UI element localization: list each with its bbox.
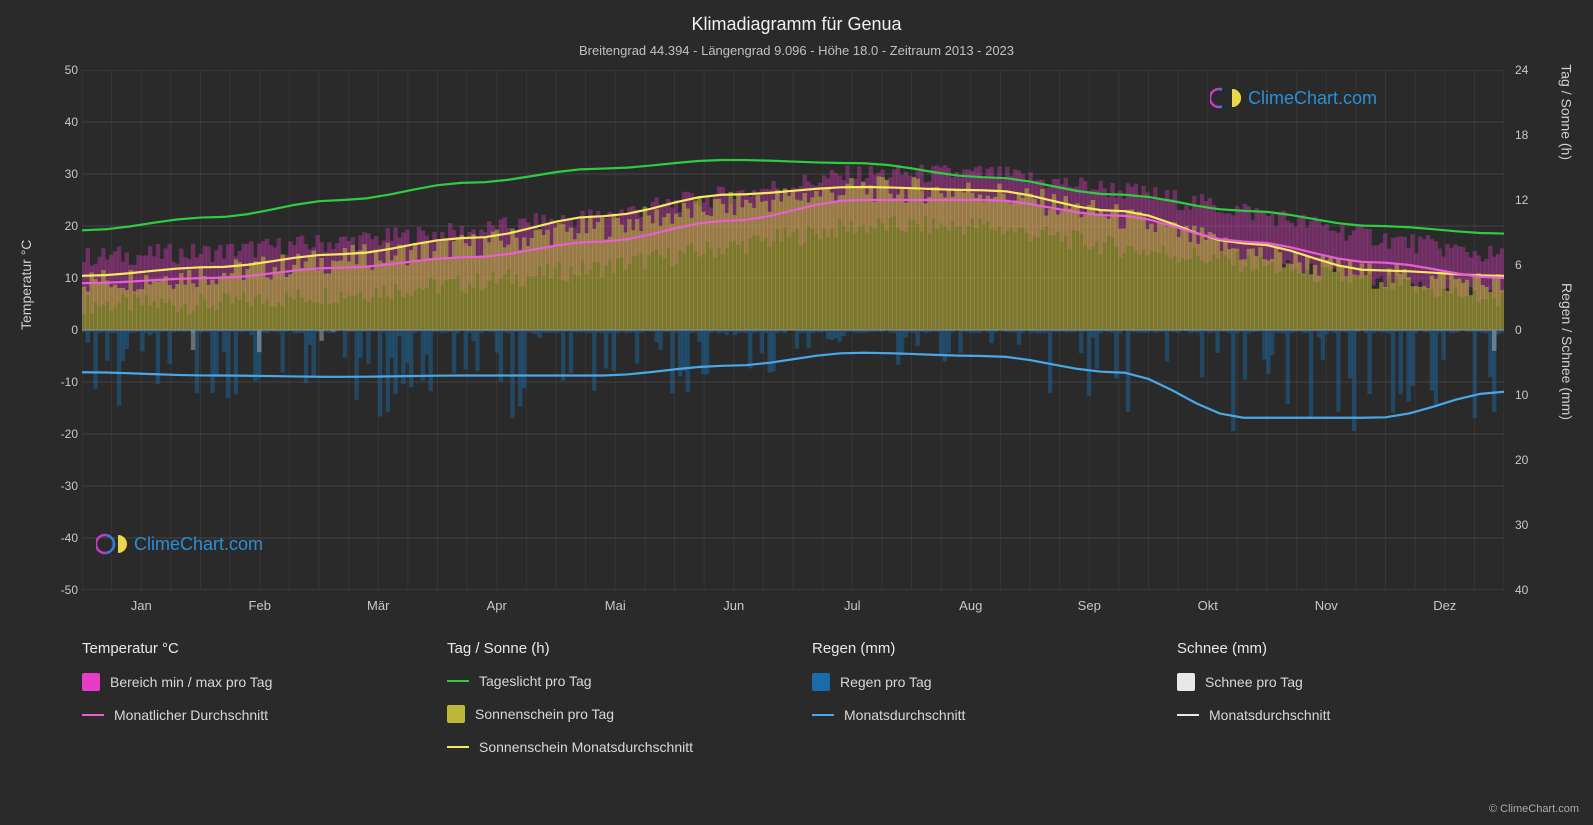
x-month-tick: Dez — [1433, 598, 1456, 613]
chart-plot-area — [82, 70, 1504, 590]
watermark-text: ClimeChart.com — [1248, 88, 1377, 109]
swatch-icon — [447, 680, 469, 682]
y-right-tick: 24 — [1515, 63, 1543, 77]
y-left-tick: -40 — [50, 531, 78, 545]
climechart-logo-icon — [96, 530, 128, 558]
legend-col-daylight: Tag / Sonne (h) Tageslicht pro Tag Sonne… — [447, 640, 772, 771]
x-month-tick: Mai — [605, 598, 626, 613]
y-right-tick: 0 — [1515, 323, 1543, 337]
y-left-tick: -20 — [50, 427, 78, 441]
legend-item: Monatsdurchschnitt — [812, 707, 1137, 723]
legend-item: Monatsdurchschnitt — [1177, 707, 1502, 723]
legend-item: Bereich min / max pro Tag — [82, 673, 407, 691]
y-left-tick: -50 — [50, 583, 78, 597]
legend-col-snow: Schnee (mm) Schnee pro Tag Monatsdurchsc… — [1177, 640, 1502, 771]
y-right-tick: 12 — [1515, 193, 1543, 207]
climechart-logo-icon — [1210, 84, 1242, 112]
legend-col-rain: Regen (mm) Regen pro Tag Monatsdurchschn… — [812, 640, 1137, 771]
y-left-tick: -10 — [50, 375, 78, 389]
legend-label: Monatsdurchschnitt — [1209, 707, 1330, 723]
legend-col-temperature: Temperatur °C Bereich min / max pro Tag … — [82, 640, 407, 771]
y-axis-left-label: Temperatur °C — [18, 240, 34, 330]
y-left-tick: 20 — [50, 219, 78, 233]
legend: Temperatur °C Bereich min / max pro Tag … — [82, 640, 1502, 771]
legend-item: Sonnenschein Monatsdurchschnitt — [447, 739, 772, 755]
y-axis-right-bottom-label: Regen / Schnee (mm) — [1559, 283, 1575, 420]
legend-item: Monatlicher Durchschnitt — [82, 707, 407, 723]
legend-label: Regen pro Tag — [840, 674, 932, 690]
y-left-tick: 0 — [50, 323, 78, 337]
watermark-text: ClimeChart.com — [134, 534, 263, 555]
legend-header: Tag / Sonne (h) — [447, 640, 772, 657]
y-left-tick: 50 — [50, 63, 78, 77]
legend-label: Bereich min / max pro Tag — [110, 674, 272, 690]
climate-chart-container: Klimadiagramm für Genua Breitengrad 44.3… — [0, 0, 1593, 825]
swatch-icon — [447, 746, 469, 748]
y-right-tick: 18 — [1515, 128, 1543, 142]
x-month-tick: Okt — [1198, 598, 1218, 613]
swatch-icon — [82, 673, 100, 691]
chart-svg — [82, 70, 1504, 590]
legend-item: Sonnenschein pro Tag — [447, 705, 772, 723]
swatch-icon — [1177, 714, 1199, 716]
swatch-icon — [447, 705, 465, 723]
y-left-tick: 10 — [50, 271, 78, 285]
y-left-tick: 30 — [50, 167, 78, 181]
legend-label: Tageslicht pro Tag — [479, 673, 592, 689]
x-month-tick: Feb — [249, 598, 271, 613]
x-month-tick: Sep — [1078, 598, 1101, 613]
x-month-tick: Nov — [1315, 598, 1338, 613]
legend-header: Temperatur °C — [82, 640, 407, 657]
x-month-tick: Aug — [959, 598, 982, 613]
legend-label: Monatsdurchschnitt — [844, 707, 965, 723]
chart-title: Klimadiagramm für Genua — [0, 0, 1593, 35]
x-month-tick: Jul — [844, 598, 861, 613]
legend-label: Monatlicher Durchschnitt — [114, 707, 268, 723]
x-month-tick: Jun — [723, 598, 744, 613]
x-month-tick: Mär — [367, 598, 389, 613]
x-month-tick: Jan — [131, 598, 152, 613]
copyright-text: © ClimeChart.com — [1489, 803, 1579, 815]
legend-item: Schnee pro Tag — [1177, 673, 1502, 691]
swatch-icon — [82, 714, 104, 716]
watermark-top: ClimeChart.com — [1210, 84, 1377, 112]
y-right-tick: 20 — [1515, 453, 1543, 467]
legend-item: Tageslicht pro Tag — [447, 673, 772, 689]
y-right-tick: 40 — [1515, 583, 1543, 597]
y-right-tick: 30 — [1515, 518, 1543, 532]
y-left-tick: 40 — [50, 115, 78, 129]
legend-header: Schnee (mm) — [1177, 640, 1502, 657]
swatch-icon — [812, 714, 834, 716]
legend-item: Regen pro Tag — [812, 673, 1137, 691]
legend-header: Regen (mm) — [812, 640, 1137, 657]
legend-label: Sonnenschein Monatsdurchschnitt — [479, 739, 693, 755]
swatch-icon — [812, 673, 830, 691]
y-right-tick: 10 — [1515, 388, 1543, 402]
legend-label: Schnee pro Tag — [1205, 674, 1303, 690]
swatch-icon — [1177, 673, 1195, 691]
y-axis-right-top-label: Tag / Sonne (h) — [1559, 64, 1575, 160]
watermark-bottom: ClimeChart.com — [96, 530, 263, 558]
chart-subtitle: Breitengrad 44.394 - Längengrad 9.096 - … — [0, 35, 1593, 58]
legend-label: Sonnenschein pro Tag — [475, 706, 614, 722]
y-left-tick: -30 — [50, 479, 78, 493]
x-month-tick: Apr — [487, 598, 507, 613]
y-right-tick: 6 — [1515, 258, 1543, 272]
